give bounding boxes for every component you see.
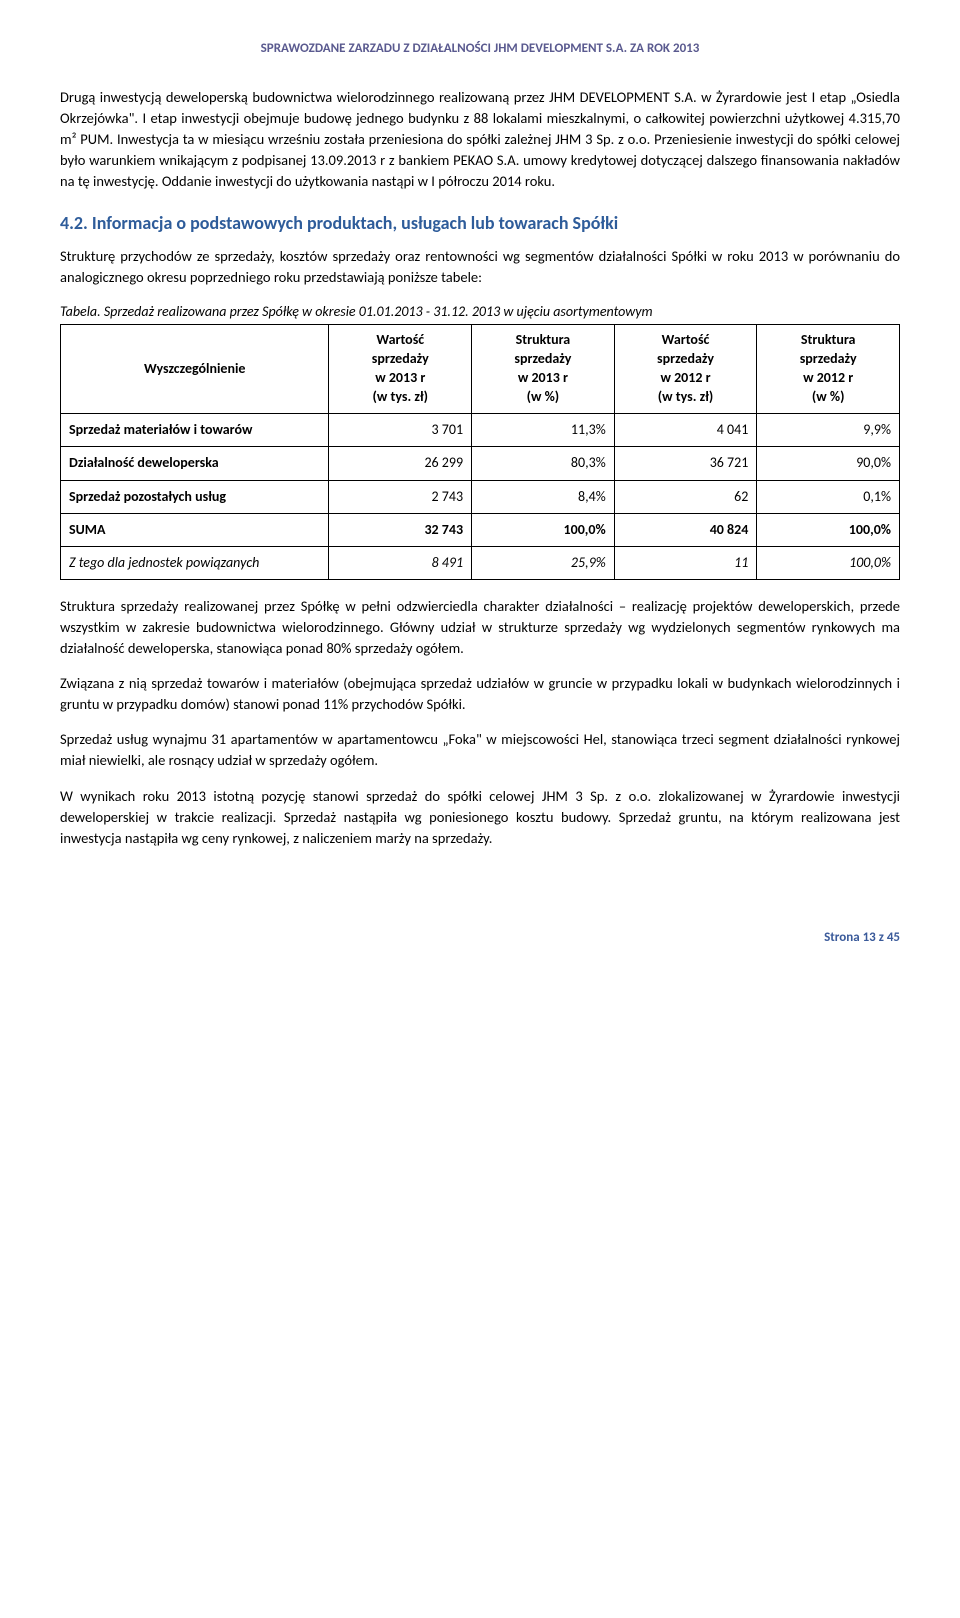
th-line: sprzedaży (480, 350, 606, 369)
table-row: Sprzedaż pozostałych usług 2 743 8,4% 62… (61, 480, 900, 513)
table-caption: Tabela. Sprzedaż realizowana przez Spółk… (60, 302, 900, 322)
row-value: 11 (614, 547, 757, 580)
row-value: 8 491 (329, 547, 472, 580)
row-value: 8,4% (472, 480, 615, 513)
page-header: SPRAWOZDANE ZARZADU Z DZIAŁALNOŚCI JHM D… (60, 40, 900, 59)
row-value: 90,0% (757, 447, 900, 480)
row-label: Działalność deweloperska (61, 447, 329, 480)
row-value: 11,3% (472, 413, 615, 446)
row-value: 80,3% (472, 447, 615, 480)
row-label: SUMA (61, 513, 329, 546)
th-line: w 2012 r (623, 369, 749, 388)
row-value: 2 743 (329, 480, 472, 513)
row-value: 36 721 (614, 447, 757, 480)
row-label: Sprzedaż pozostałych usług (61, 480, 329, 513)
row-value: 3 701 (329, 413, 472, 446)
row-value: 26 299 (329, 447, 472, 480)
row-value: 0,1% (757, 480, 900, 513)
table-row-foot: Z tego dla jednostek powiązanych 8 491 2… (61, 547, 900, 580)
paragraph-6: W wynikach roku 2013 istotną pozycję sta… (60, 786, 900, 849)
th-line: sprzedaży (765, 350, 891, 369)
paragraph-3: Struktura sprzedaży realizowanej przez S… (60, 596, 900, 659)
row-value: 100,0% (472, 513, 615, 546)
th-line: Struktura (765, 331, 891, 350)
table-row-sum: SUMA 32 743 100,0% 40 824 100,0% (61, 513, 900, 546)
sales-table: Wyszczególnienie Wartość sprzedaży w 201… (60, 324, 900, 580)
table-row: Działalność deweloperska 26 299 80,3% 36… (61, 447, 900, 480)
col-header-struct-2012: Struktura sprzedaży w 2012 r (w %) (757, 325, 900, 414)
paragraph-1: Drugą inwestycją deweloperską budownictw… (60, 87, 900, 192)
th-line: sprzedaży (623, 350, 749, 369)
row-value: 4 041 (614, 413, 757, 446)
th-line: w 2012 r (765, 369, 891, 388)
th-line: Wartość (623, 331, 749, 350)
row-value: 62 (614, 480, 757, 513)
th-line: sprzedaży (337, 350, 463, 369)
row-value: 40 824 (614, 513, 757, 546)
row-value: 32 743 (329, 513, 472, 546)
row-value: 25,9% (472, 547, 615, 580)
paragraph-2: Strukturę przychodów ze sprzedaży, koszt… (60, 246, 900, 288)
paragraph-4: Związana z nią sprzedaż towarów i materi… (60, 673, 900, 715)
col-header-value-2013: Wartość sprzedaży w 2013 r (w tys. zł) (329, 325, 472, 414)
section-heading: 4.2. Informacja o podstawowych produktac… (60, 210, 900, 236)
row-value: 100,0% (757, 513, 900, 546)
th-line: w 2013 r (480, 369, 606, 388)
row-label: Sprzedaż materiałów i towarów (61, 413, 329, 446)
page-footer: Strona 13 z 45 (60, 929, 900, 948)
th-line: (w %) (765, 388, 891, 407)
row-value: 100,0% (757, 547, 900, 580)
col-header-value-2012: Wartość sprzedaży w 2012 r (w tys. zł) (614, 325, 757, 414)
paragraph-5: Sprzedaż usług wynajmu 31 apartamentów w… (60, 729, 900, 771)
table-row: Sprzedaż materiałów i towarów 3 701 11,3… (61, 413, 900, 446)
col-header-struct-2013: Struktura sprzedaży w 2013 r (w %) (472, 325, 615, 414)
row-value: 9,9% (757, 413, 900, 446)
th-line: w 2013 r (337, 369, 463, 388)
th-line: Struktura (480, 331, 606, 350)
th-line: Wartość (337, 331, 463, 350)
row-label: Z tego dla jednostek powiązanych (61, 547, 329, 580)
th-line: (w tys. zł) (337, 388, 463, 407)
col-header-name: Wyszczególnienie (61, 325, 329, 414)
th-line: (w %) (480, 388, 606, 407)
th-line: (w tys. zł) (623, 388, 749, 407)
